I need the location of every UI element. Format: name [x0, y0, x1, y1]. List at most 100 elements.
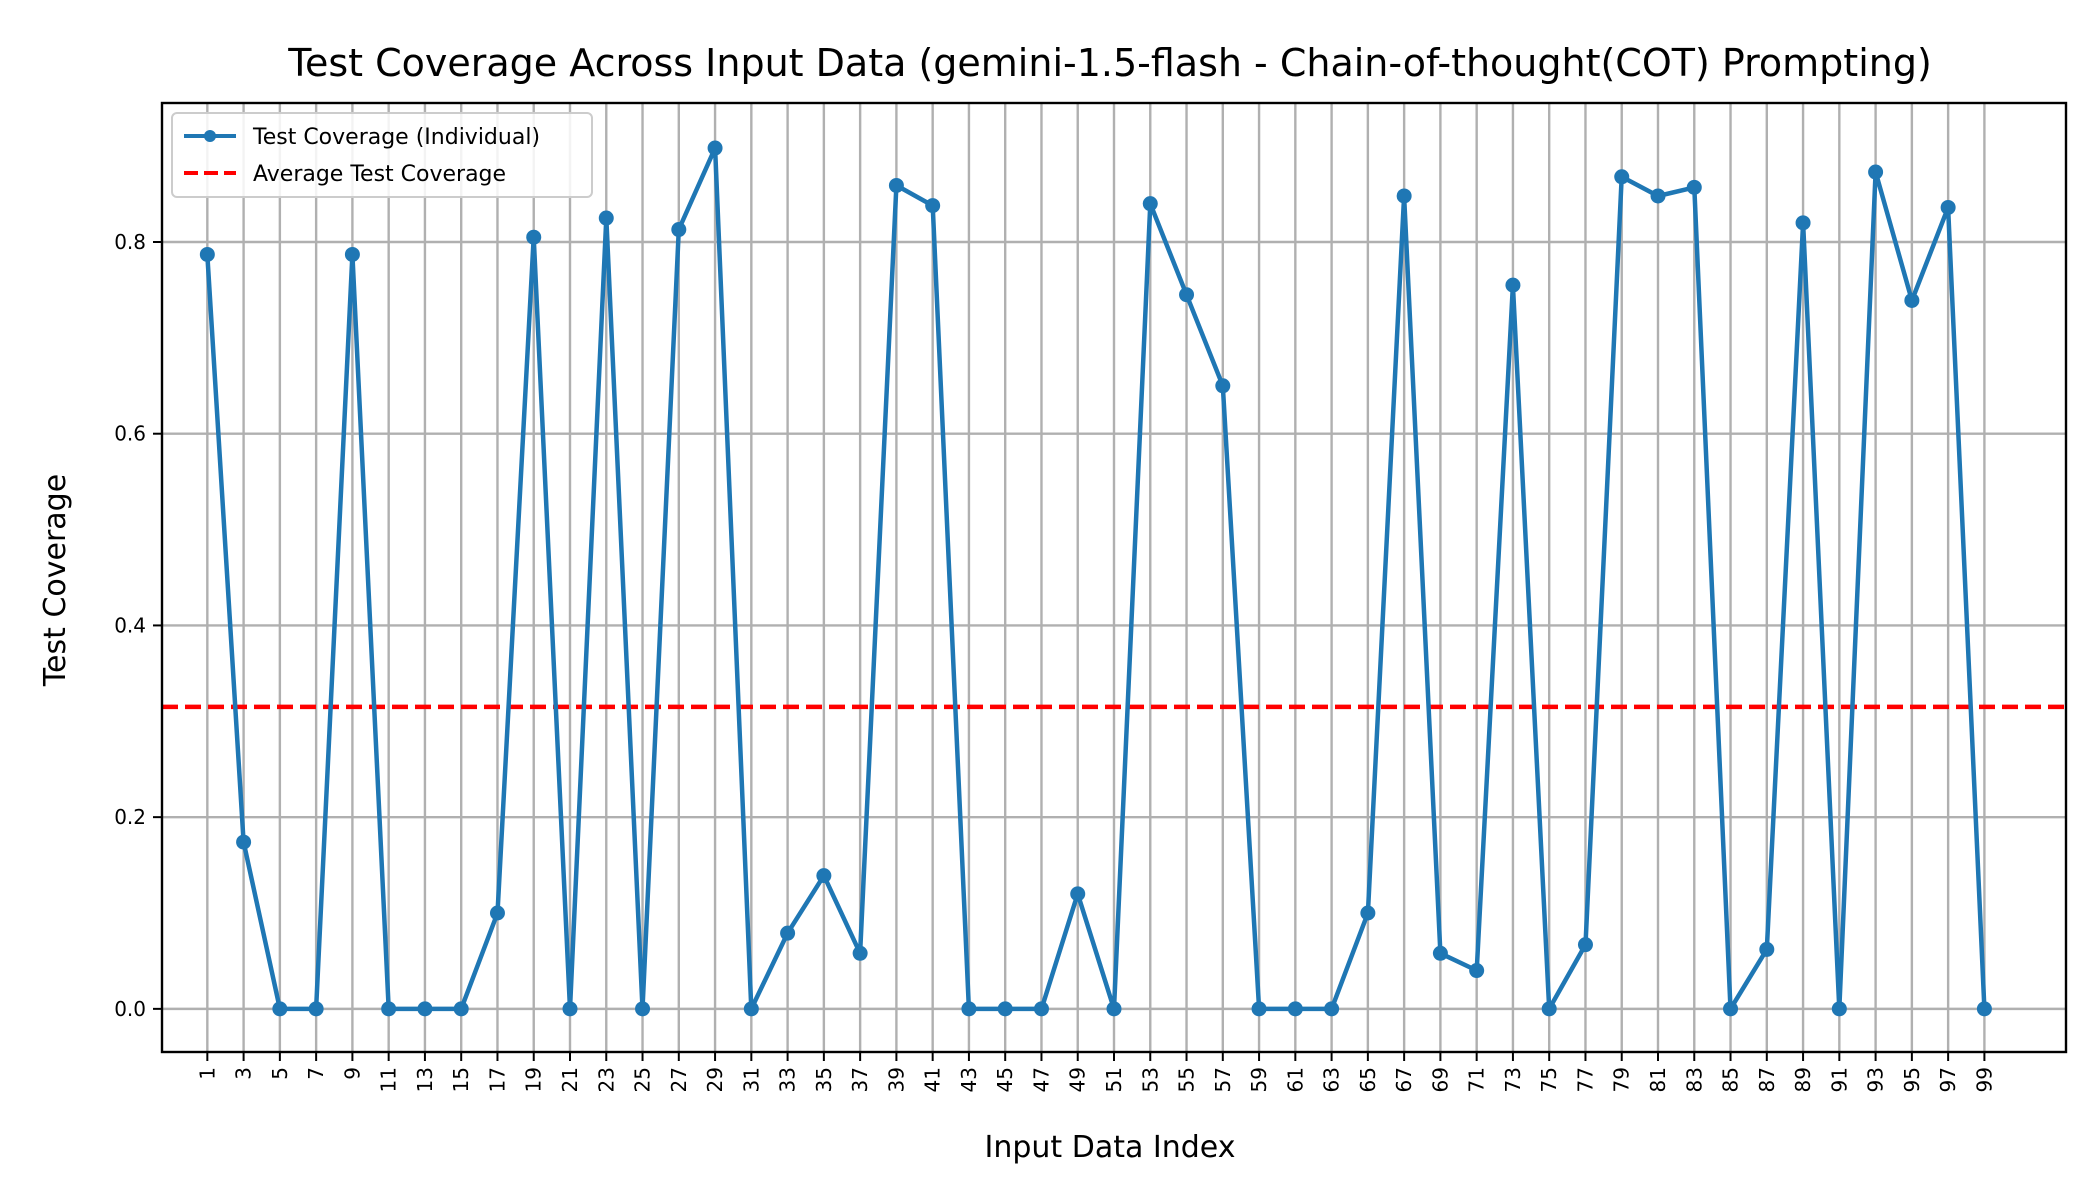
legend-label-individual: Test Coverage (Individual) — [252, 125, 540, 150]
data-point — [1976, 1001, 1992, 1017]
x-tick-label: 63 — [1320, 1067, 1344, 1092]
data-point — [1324, 1001, 1340, 1017]
x-tick-label: 73 — [1501, 1067, 1525, 1092]
data-point — [199, 246, 215, 262]
x-tick-label: 93 — [1864, 1067, 1888, 1092]
data-point — [816, 868, 832, 884]
x-tick-label: 83 — [1682, 1067, 1706, 1092]
data-point — [1179, 287, 1195, 303]
y-axis-ticks: 0.0 0.2 0.4 0.6 0.8 — [114, 230, 162, 1021]
x-tick-label: 65 — [1356, 1067, 1380, 1092]
data-point — [1469, 963, 1485, 979]
x-tick-label: 39 — [884, 1067, 908, 1092]
x-tick-label: 1 — [195, 1067, 219, 1080]
data-point — [1541, 1001, 1557, 1017]
data-point — [1360, 905, 1376, 921]
data-point — [1505, 277, 1521, 293]
x-tick-label: 49 — [1066, 1067, 1090, 1092]
data-point — [344, 246, 360, 262]
x-tick-label: 69 — [1428, 1067, 1452, 1092]
x-tick-label: 21 — [558, 1067, 582, 1092]
y-tick-label: 0.0 — [114, 997, 146, 1021]
x-tick-label: 33 — [776, 1067, 800, 1092]
data-point — [1033, 1001, 1049, 1017]
data-point — [1287, 1001, 1303, 1017]
data-point — [888, 177, 904, 193]
x-tick-label: 45 — [993, 1067, 1017, 1092]
data-point — [780, 925, 796, 941]
x-tick-label: 27 — [667, 1067, 691, 1092]
x-tick-label: 35 — [812, 1067, 836, 1092]
x-tick-label: 81 — [1646, 1067, 1670, 1092]
x-tick-label: 67 — [1392, 1067, 1416, 1092]
x-tick-label: 15 — [449, 1067, 473, 1092]
x-tick-label: 57 — [1211, 1067, 1235, 1092]
series-layer — [199, 140, 1992, 1017]
data-point — [598, 210, 614, 226]
legend-marker-individual — [204, 130, 216, 142]
x-tick-label: 91 — [1827, 1067, 1851, 1092]
x-tick-label: 59 — [1247, 1067, 1271, 1092]
y-tick-label: 0.6 — [114, 422, 146, 446]
x-tick-label: 11 — [377, 1067, 401, 1092]
x-tick-label: 77 — [1573, 1067, 1597, 1092]
x-tick-label: 79 — [1610, 1067, 1634, 1092]
data-point — [961, 1001, 977, 1017]
x-tick-label: 17 — [485, 1067, 509, 1092]
x-tick-label: 61 — [1283, 1067, 1307, 1092]
data-point — [1215, 378, 1231, 394]
x-tick-label: 43 — [957, 1067, 981, 1092]
x-tick-label: 7 — [304, 1067, 328, 1080]
x-tick-label: 19 — [522, 1067, 546, 1092]
x-tick-label: 9 — [340, 1067, 364, 1080]
data-point — [562, 1001, 578, 1017]
data-point — [489, 905, 505, 921]
x-tick-label: 47 — [1029, 1067, 1053, 1092]
x-tick-label: 89 — [1791, 1067, 1815, 1092]
x-tick-label: 5 — [268, 1067, 292, 1080]
data-point — [743, 1001, 759, 1017]
data-point — [1577, 937, 1593, 953]
data-point — [1251, 1001, 1267, 1017]
legend-label-average: Average Test Coverage — [253, 162, 506, 187]
y-tick-label: 0.8 — [114, 230, 146, 254]
x-tick-label: 95 — [1900, 1067, 1924, 1092]
data-point — [1795, 215, 1811, 231]
data-point — [453, 1001, 469, 1017]
data-point — [1940, 199, 1956, 215]
x-tick-label: 53 — [1138, 1067, 1162, 1092]
x-axis-label: Input Data Index — [985, 1130, 1236, 1165]
data-point — [1686, 179, 1702, 195]
legend-box — [171, 112, 593, 198]
x-tick-label: 99 — [1972, 1067, 1996, 1092]
y-axis-label: Test Coverage — [38, 474, 73, 687]
data-point — [1759, 941, 1775, 957]
data-point — [1106, 1001, 1122, 1017]
data-point — [417, 1001, 433, 1017]
data-point — [1723, 1001, 1739, 1017]
x-axis-ticks: 1 3 5 7 9 11 13 15 17 19 21 23 25 27 29 31 33 35 37 39 41 43 4… — [195, 1052, 1996, 1092]
x-tick-label: 13 — [413, 1067, 437, 1092]
data-point — [1831, 1001, 1847, 1017]
x-tick-label: 31 — [739, 1067, 763, 1092]
data-point — [707, 140, 723, 156]
y-tick-label: 0.2 — [114, 805, 146, 829]
data-point — [671, 222, 687, 238]
x-tick-label: 23 — [594, 1067, 618, 1092]
data-point — [1650, 188, 1666, 204]
legend: Test Coverage (Individual) Average Test … — [171, 112, 593, 198]
x-tick-label: 87 — [1755, 1067, 1779, 1092]
data-point — [1396, 188, 1412, 204]
data-point — [1070, 886, 1086, 902]
x-tick-label: 75 — [1537, 1067, 1561, 1092]
x-tick-label: 29 — [703, 1067, 727, 1092]
chart-title: Test Coverage Across Input Data (gemini-… — [287, 41, 1932, 85]
data-point — [1614, 169, 1630, 185]
data-point — [635, 1001, 651, 1017]
y-tick-label: 0.4 — [114, 613, 146, 637]
grid — [162, 103, 2066, 1052]
test-coverage-series-line — [205, 145, 1987, 1012]
x-tick-label: 85 — [1719, 1067, 1743, 1092]
data-point — [272, 1001, 288, 1017]
